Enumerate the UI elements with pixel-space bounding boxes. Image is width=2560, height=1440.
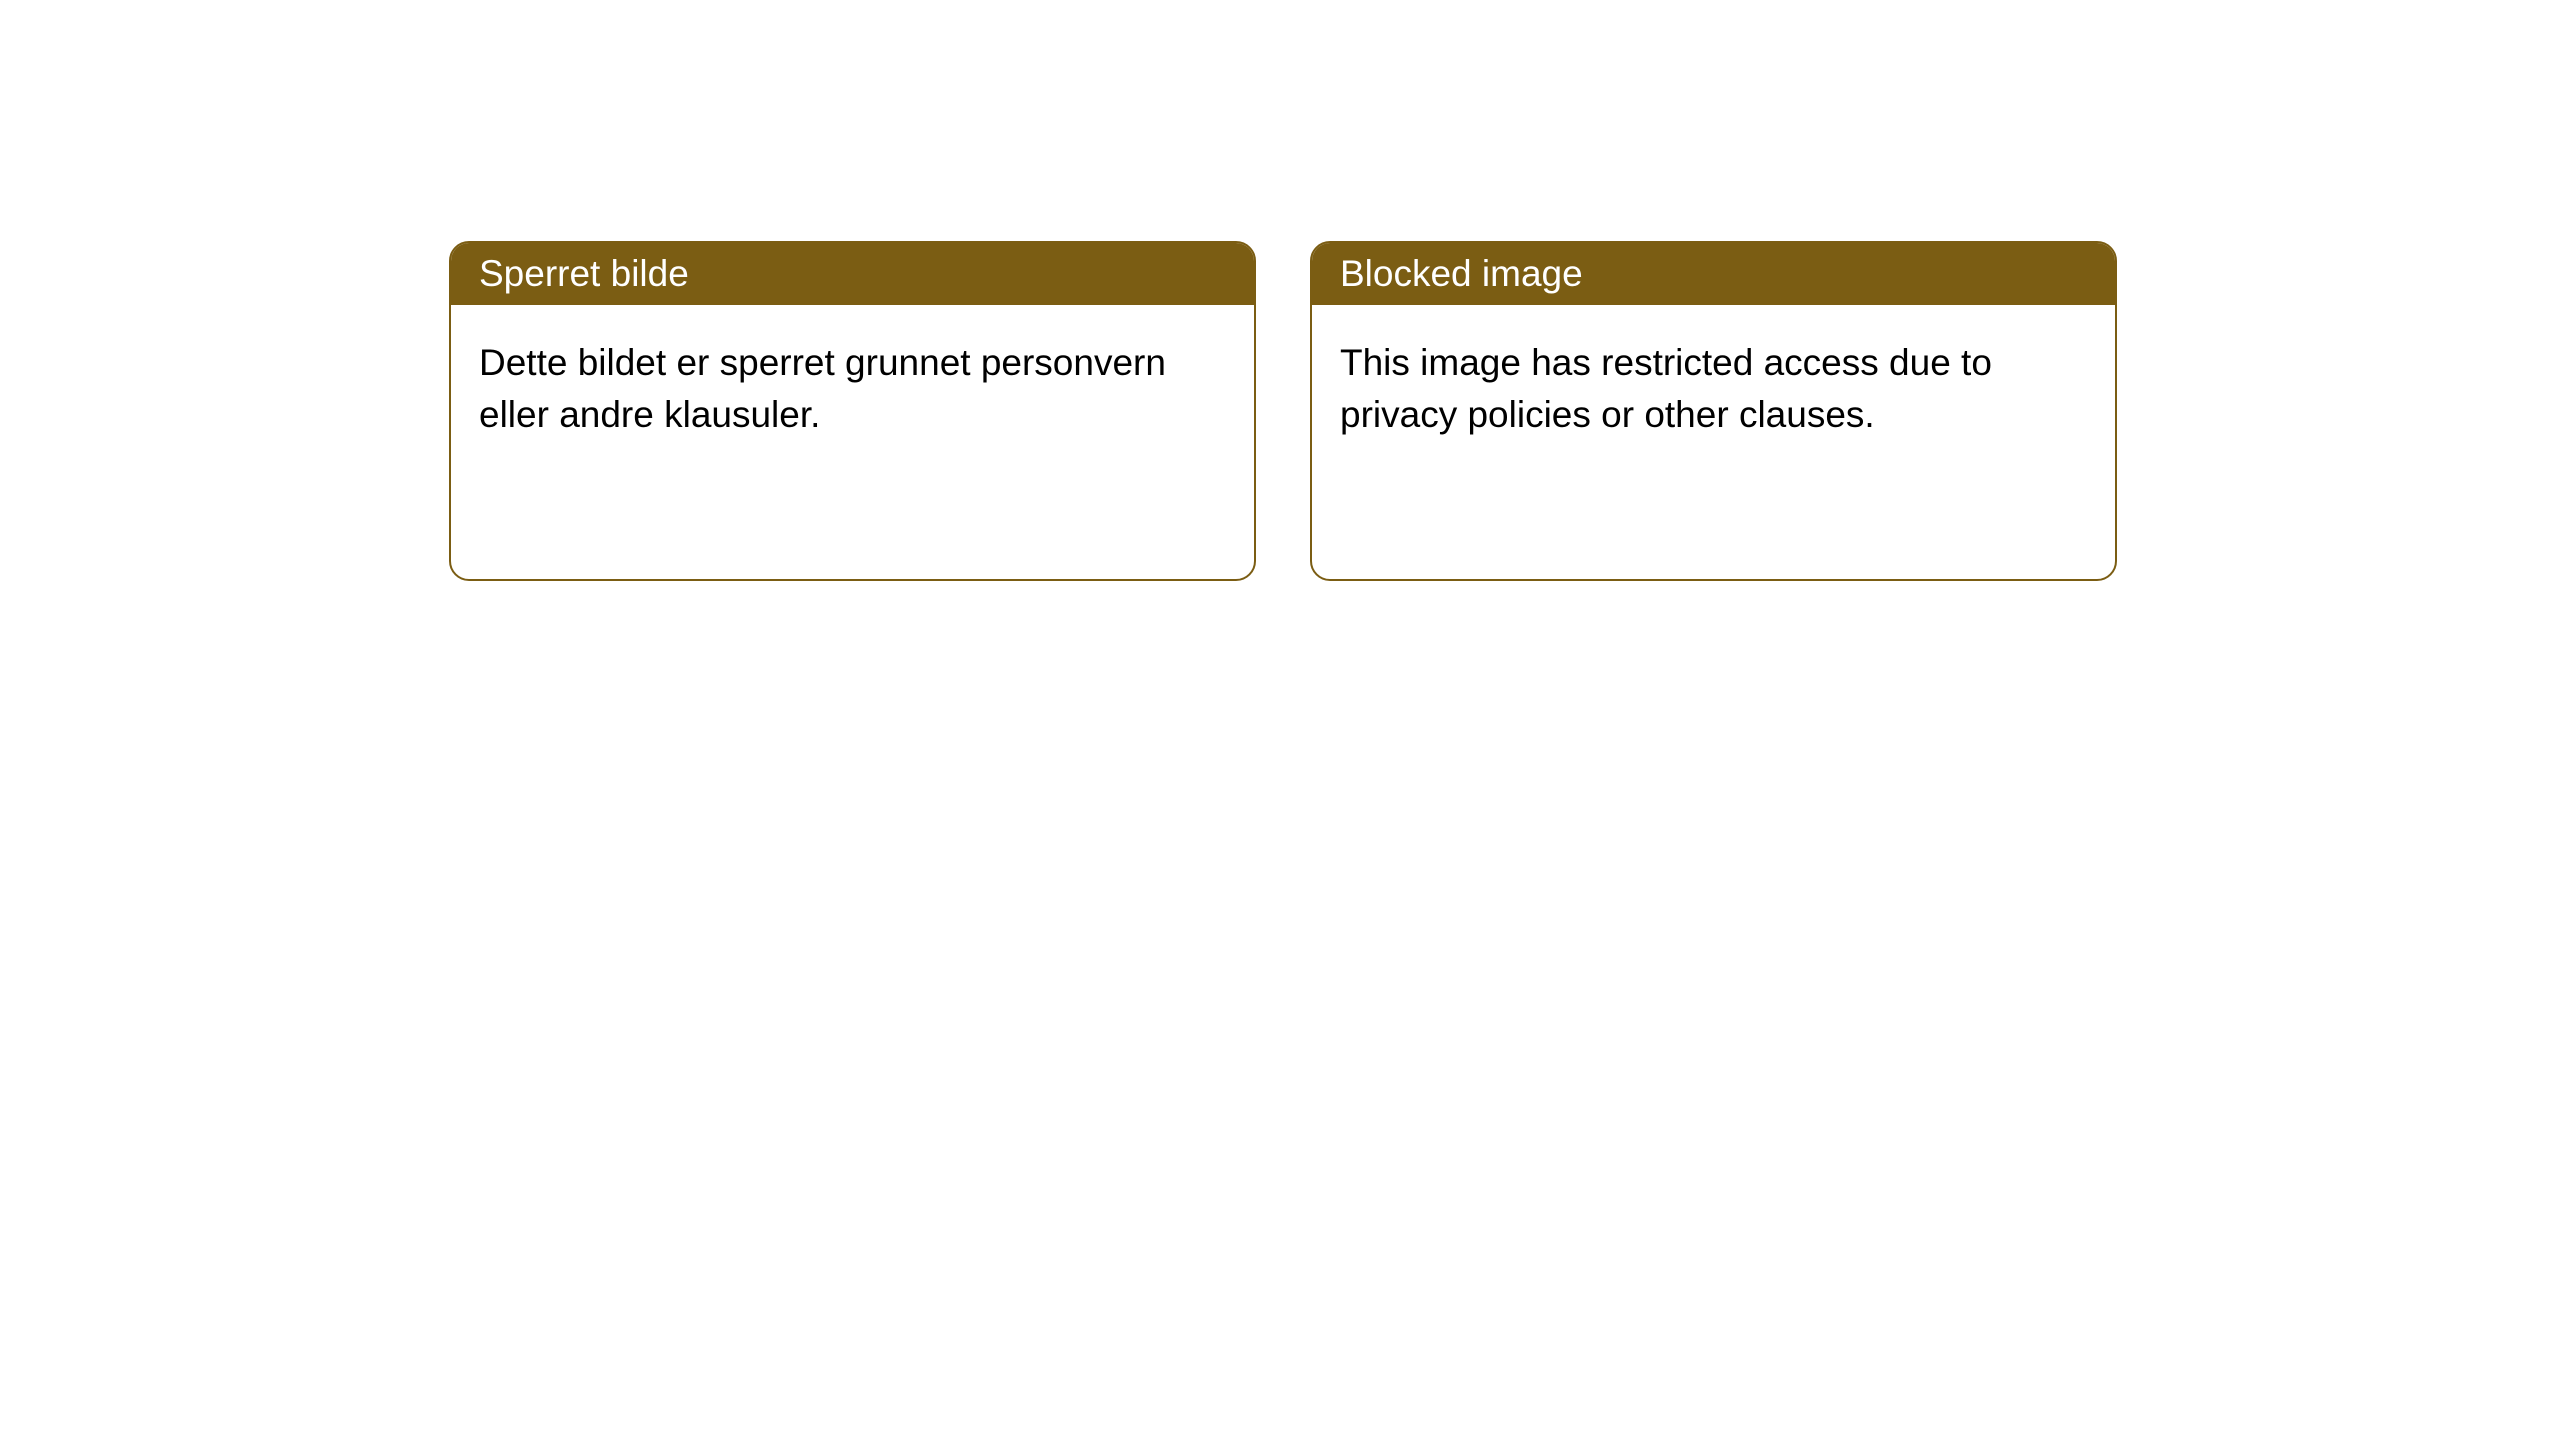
notice-title-english: Blocked image	[1340, 253, 1583, 294]
notice-header-norwegian: Sperret bilde	[451, 243, 1254, 305]
notice-title-norwegian: Sperret bilde	[479, 253, 689, 294]
notice-text-english: This image has restricted access due to …	[1340, 342, 1992, 435]
notice-container: Sperret bilde Dette bildet er sperret gr…	[0, 0, 2560, 581]
notice-header-english: Blocked image	[1312, 243, 2115, 305]
notice-body-english: This image has restricted access due to …	[1312, 305, 2115, 473]
notice-box-norwegian: Sperret bilde Dette bildet er sperret gr…	[449, 241, 1256, 581]
notice-text-norwegian: Dette bildet er sperret grunnet personve…	[479, 342, 1166, 435]
notice-body-norwegian: Dette bildet er sperret grunnet personve…	[451, 305, 1254, 473]
notice-box-english: Blocked image This image has restricted …	[1310, 241, 2117, 581]
